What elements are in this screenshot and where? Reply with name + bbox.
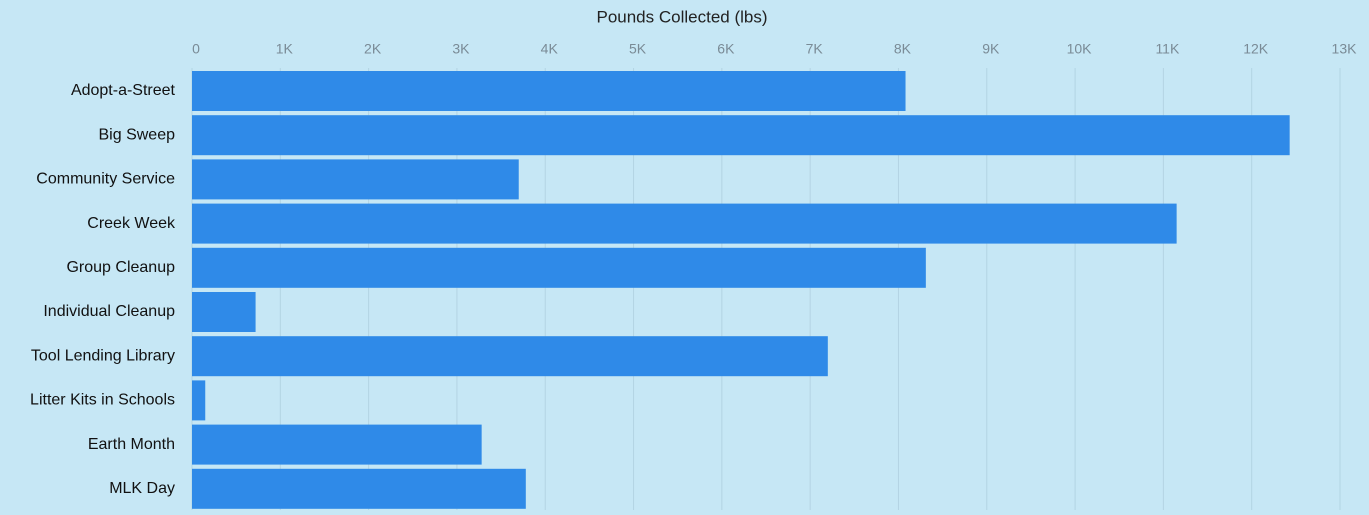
bar: [192, 468, 526, 509]
x-tick-label: 13K: [1332, 41, 1358, 57]
y-tick-label: Creek Week: [87, 215, 176, 232]
y-tick-label: Adopt-a-Street: [71, 82, 176, 99]
bar: [192, 115, 1290, 156]
x-tick-label: 12K: [1243, 41, 1269, 57]
y-tick-label: Tool Lending Library: [31, 347, 175, 364]
y-tick-label: MLK Day: [109, 480, 175, 497]
x-tick-label: 1K: [276, 41, 294, 57]
x-tick-label: 7K: [806, 41, 824, 57]
x-tick-label: 9K: [982, 41, 1000, 57]
x-tick-label: 6K: [717, 41, 735, 57]
x-tick-label: 8K: [894, 41, 912, 57]
y-tick-label: Litter Kits in Schools: [30, 392, 175, 409]
bar: [192, 203, 1177, 244]
x-tick-label: 11K: [1155, 41, 1180, 57]
chart-title: Pounds Collected (lbs): [596, 7, 767, 26]
x-tick-label: 0: [192, 41, 200, 57]
bar: [192, 247, 926, 288]
bar: [192, 424, 482, 465]
y-tick-label: Community Service: [36, 171, 175, 188]
x-tick-label: 5K: [629, 41, 647, 57]
x-tick-label: 10K: [1067, 41, 1093, 57]
x-tick-label: 4K: [541, 41, 559, 57]
bar: [192, 380, 206, 421]
bar: [192, 71, 906, 111]
bar: [192, 292, 256, 332]
y-tick-label: Individual Cleanup: [43, 303, 175, 320]
bar: [192, 336, 828, 377]
bar: [192, 159, 519, 200]
y-tick-label: Big Sweep: [99, 126, 176, 143]
x-tick-label: 3K: [452, 41, 470, 57]
y-tick-label: Group Cleanup: [66, 259, 175, 276]
y-tick-label: Earth Month: [88, 436, 175, 453]
x-tick-label: 2K: [364, 41, 382, 57]
